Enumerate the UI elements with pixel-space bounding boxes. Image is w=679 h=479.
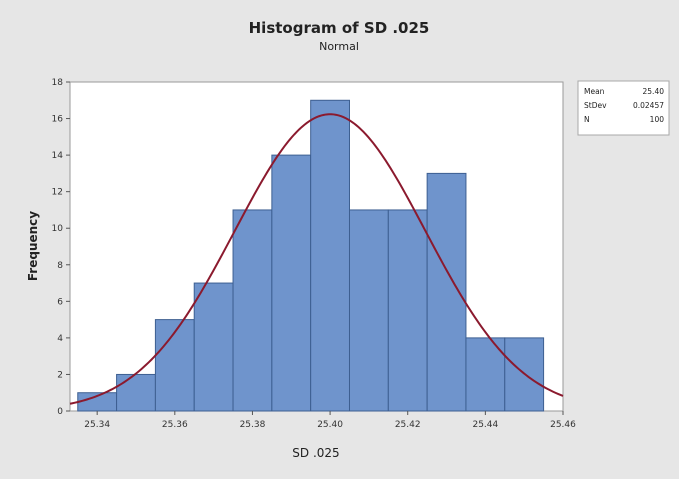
legend-stat-label: N bbox=[584, 115, 590, 124]
normal-fit-curve bbox=[69, 113, 564, 405]
histogram-bar bbox=[193, 282, 234, 412]
x-tick-label: 25.46 bbox=[550, 420, 576, 430]
x-tick-label: 25.34 bbox=[84, 420, 110, 430]
y-tick-label: 18 bbox=[52, 78, 64, 88]
chart-subtitle: Normal bbox=[319, 40, 359, 53]
y-tick-label: 4 bbox=[57, 334, 63, 344]
histogram-bar bbox=[116, 373, 156, 412]
y-tick-label: 6 bbox=[57, 297, 63, 307]
chart-title: Histogram of SD .025 bbox=[249, 19, 430, 37]
y-tick-label: 16 bbox=[52, 115, 64, 125]
x-tick-label: 25.36 bbox=[162, 420, 188, 430]
histogram-bar bbox=[310, 99, 350, 412]
histogram-bars bbox=[77, 99, 545, 412]
stats-legend: Mean 25.40 StDev 0.02457 N 100 bbox=[577, 80, 670, 136]
histogram-bar bbox=[232, 209, 273, 412]
legend-box bbox=[577, 80, 670, 136]
x-tick-label: 25.38 bbox=[240, 420, 266, 430]
histogram-bar bbox=[271, 154, 312, 412]
x-tick-label: 25.44 bbox=[472, 420, 498, 430]
y-tick-label: 8 bbox=[57, 261, 63, 271]
legend-stat-value: 25.40 bbox=[643, 87, 665, 96]
x-tick-label: 25.42 bbox=[395, 420, 421, 430]
x-axis-ticks: 25.34 25.36 25.38 25.40 25.42 25.44 25.46 bbox=[84, 411, 576, 430]
y-tick-label: 0 bbox=[57, 407, 63, 417]
y-tick-label: 12 bbox=[52, 188, 63, 198]
x-tick-label: 25.40 bbox=[317, 420, 343, 430]
histogram-bar bbox=[154, 319, 195, 412]
legend-stat-value: 100 bbox=[650, 115, 665, 124]
histogram-bar bbox=[348, 209, 389, 412]
y-tick-label: 10 bbox=[52, 224, 64, 234]
legend-stat-label: StDev bbox=[584, 101, 607, 110]
y-axis-label: Frequency bbox=[26, 211, 40, 281]
legend-stat-value: 0.02457 bbox=[633, 101, 664, 110]
y-tick-label: 2 bbox=[57, 370, 63, 380]
y-axis-ticks: 0 2 4 6 8 10 12 14 16 18 bbox=[52, 78, 70, 417]
x-axis-label: SD .025 bbox=[292, 446, 339, 460]
legend-stat-label: Mean bbox=[584, 87, 605, 96]
histogram-bar bbox=[387, 209, 428, 412]
y-tick-label: 14 bbox=[52, 151, 64, 161]
